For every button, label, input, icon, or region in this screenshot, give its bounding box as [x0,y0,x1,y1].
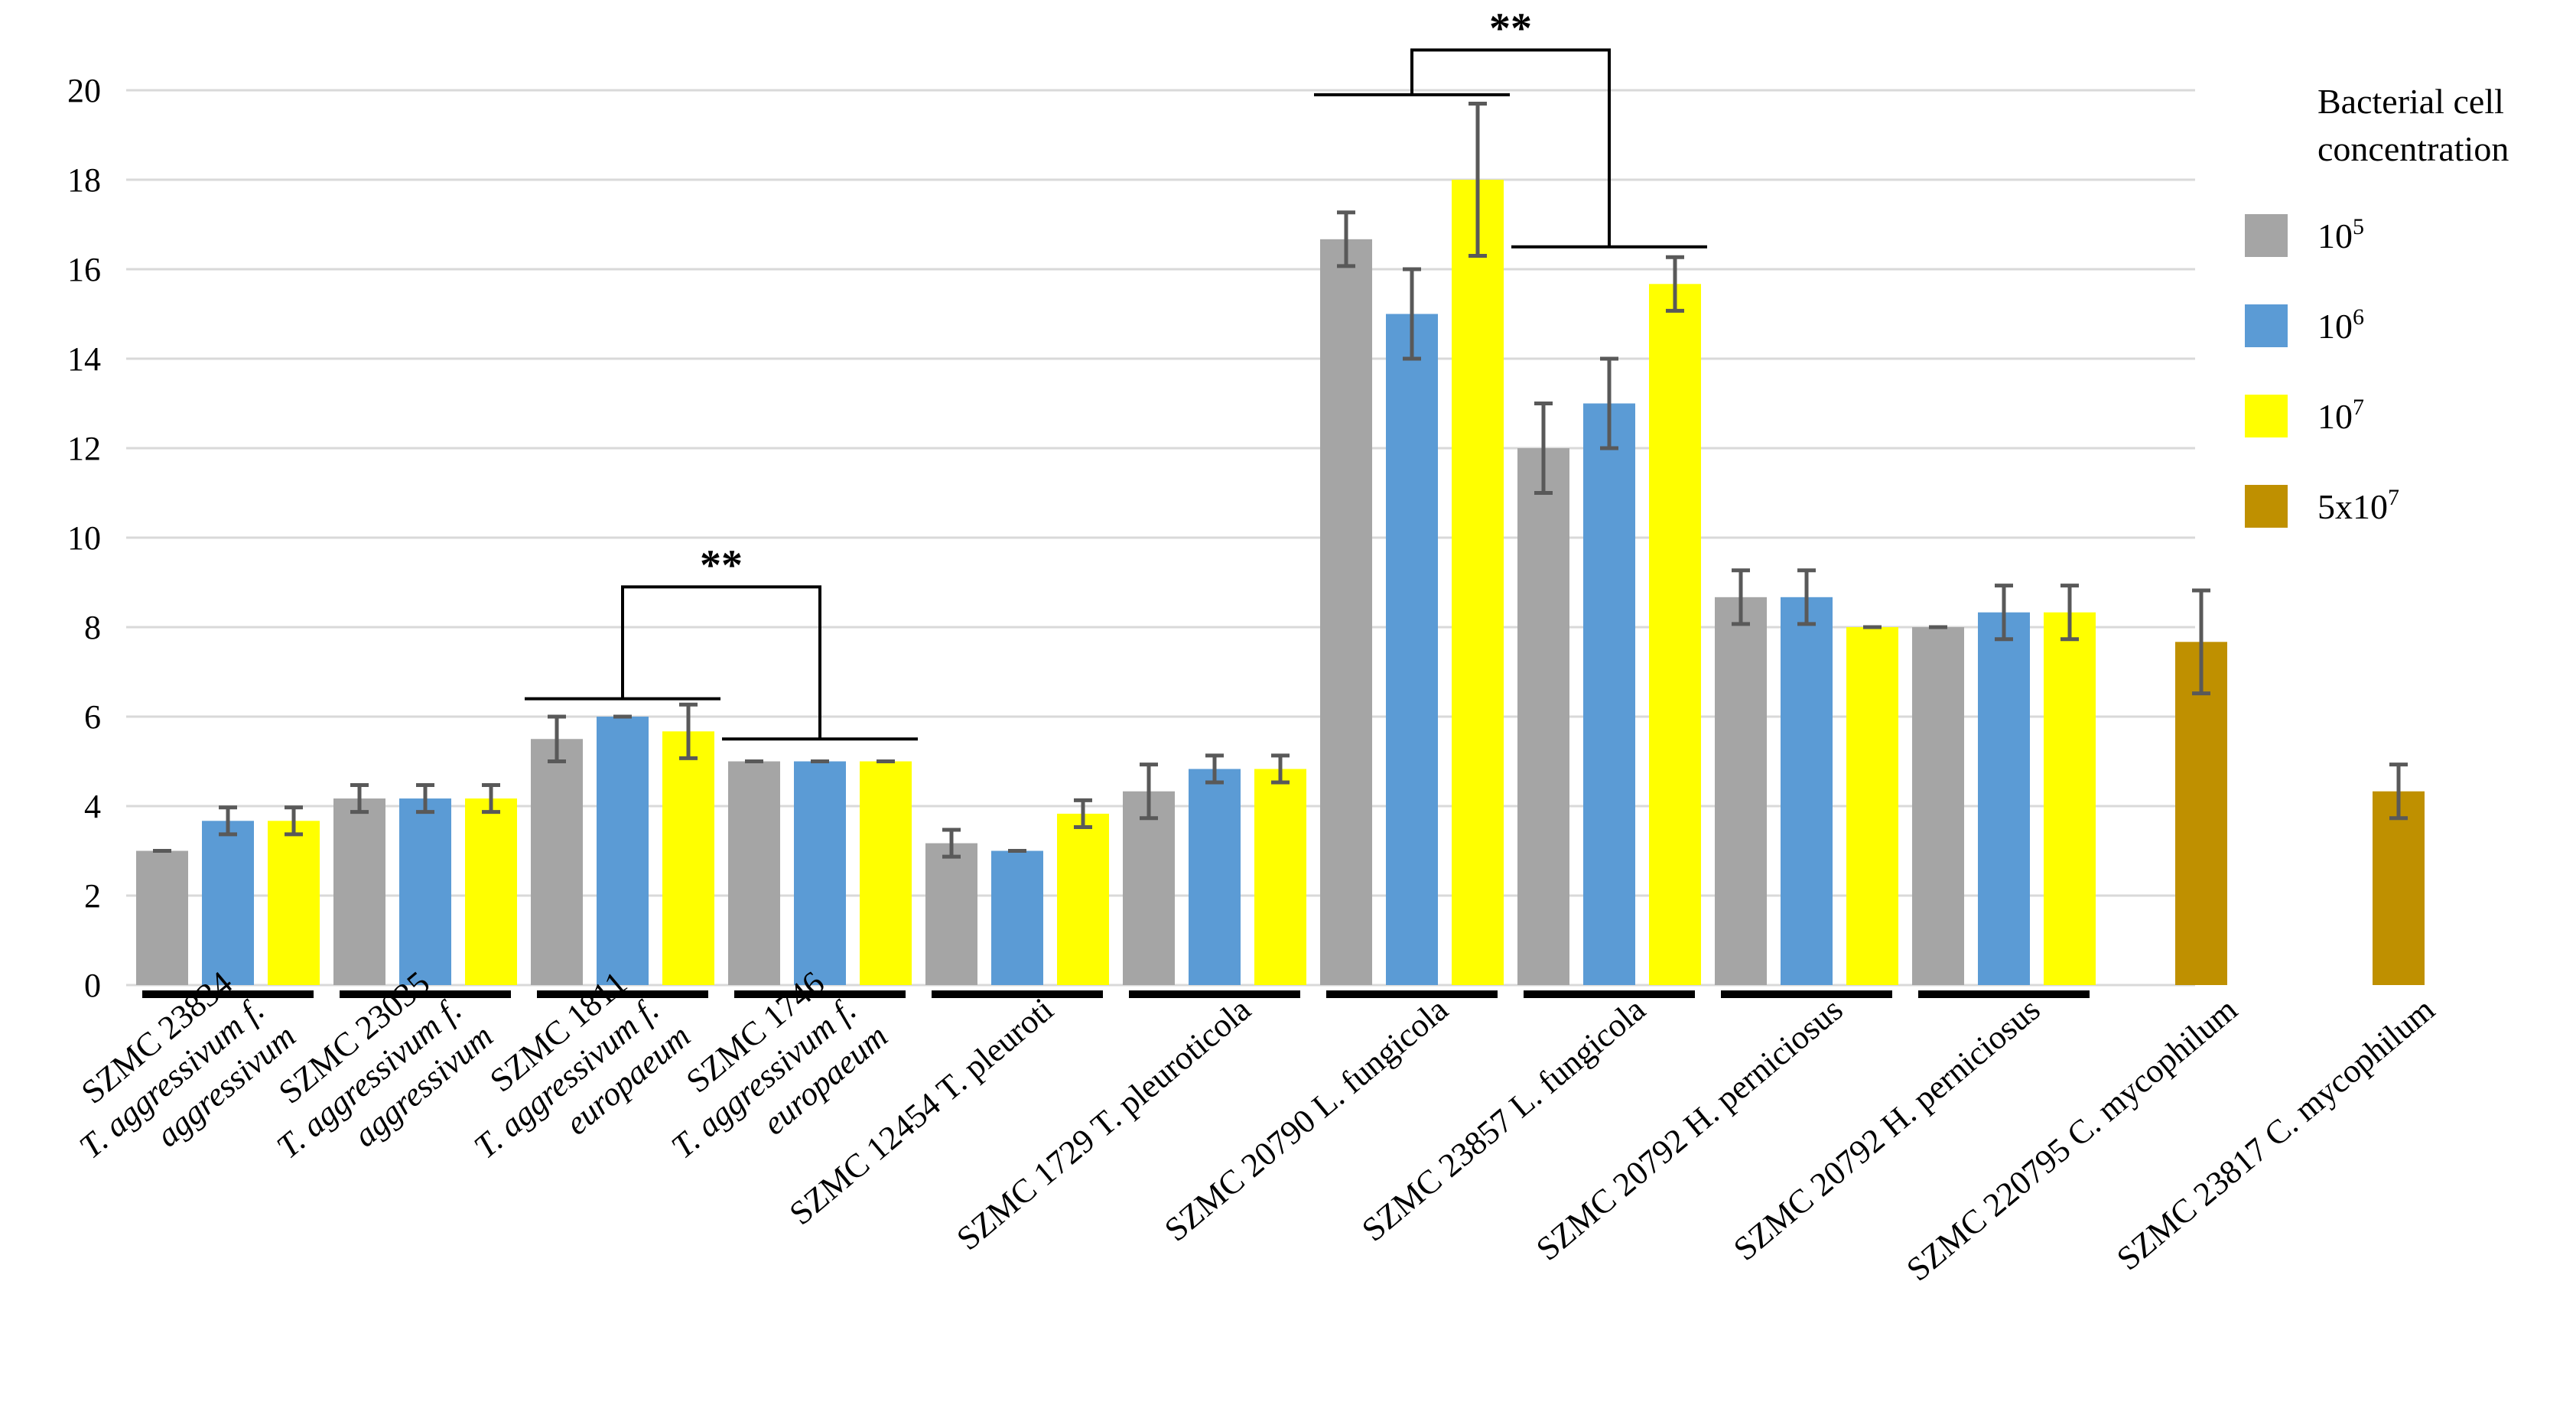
ytick-label-20: 20 [67,72,101,109]
legend-title-line2: concentration [2317,129,2509,168]
bar-6-c5 [1320,239,1372,985]
bar-11-c57 [2373,791,2425,985]
bar-7-c7 [1649,284,1701,985]
legend-swatch-c6 [2245,304,2288,347]
significance-label-0: ** [700,541,743,589]
bar-8-c5 [1715,597,1767,985]
ytick-label-16: 16 [67,251,101,288]
legend-swatch-c7 [2245,395,2288,437]
bracket-connector-0 [621,585,821,740]
bar-8-c6 [1781,597,1833,985]
bar-7-c6 [1583,403,1635,985]
ytick-label-0: 0 [84,967,101,1004]
legend-label-c7: 107 [2317,395,2364,436]
bar-9-c5 [1912,627,1964,985]
bar-0-c5 [136,850,188,985]
legend-title-line1: Bacterial cell [2317,82,2504,121]
legend-label-c5: 105 [2317,214,2364,255]
significance-label-1: ** [1489,5,1532,52]
legend-label-c6: 106 [2317,304,2364,346]
legend-label-c57: 5x107 [2317,485,2399,526]
bar-6-c7 [1452,180,1504,985]
ytick-label-18: 18 [67,161,101,199]
bar-4-c6 [991,850,1043,985]
ytick-label-8: 8 [84,609,101,646]
category-label-9-line-0: SZMC 20792 H. perniciosus [1726,990,2047,1268]
bar-9-c6 [1978,612,2030,985]
bar-9-c7 [2044,612,2096,985]
category-label-10-line-0: SZMC 220795 C. mycophilum [1899,990,2244,1289]
bar-3-c5 [728,761,780,985]
bar-10-c57 [2175,642,2227,985]
bar-7-c5 [1517,448,1569,985]
bar-3-c6 [794,761,846,985]
category-label-11-line-0: SZMC 23817 C. mycophilum [2109,990,2441,1277]
bar-2-c5 [531,739,583,985]
ytick-label-4: 4 [84,788,101,825]
bar-2-c6 [597,717,649,985]
bar-5-c5 [1123,791,1175,985]
legend-swatch-c57 [2245,485,2288,528]
bar-4-c7 [1057,813,1109,985]
bar-0-c6 [202,821,254,985]
bar-0-c7 [268,821,320,985]
bar-1-c7 [465,798,517,985]
ytick-label-10: 10 [67,519,101,557]
bar-3-c7 [860,761,912,985]
ytick-label-12: 12 [67,430,101,467]
category-label-8-line-0: SZMC 20792 H. perniciosus [1529,990,1849,1268]
ytick-label-6: 6 [84,698,101,736]
bar-5-c7 [1254,769,1306,985]
legend-swatch-c5 [2245,214,2288,257]
bar-2-c7 [662,731,714,985]
bar-8-c7 [1846,627,1898,985]
bar-4-c5 [925,843,977,985]
bar-5-c6 [1189,769,1241,985]
bar-1-c6 [399,798,451,985]
bar-1-c5 [333,798,385,985]
ytick-label-2: 2 [84,877,101,915]
bar-6-c6 [1386,314,1438,985]
ytick-label-14: 14 [67,340,101,378]
bracket-connector-1 [1410,48,1611,247]
